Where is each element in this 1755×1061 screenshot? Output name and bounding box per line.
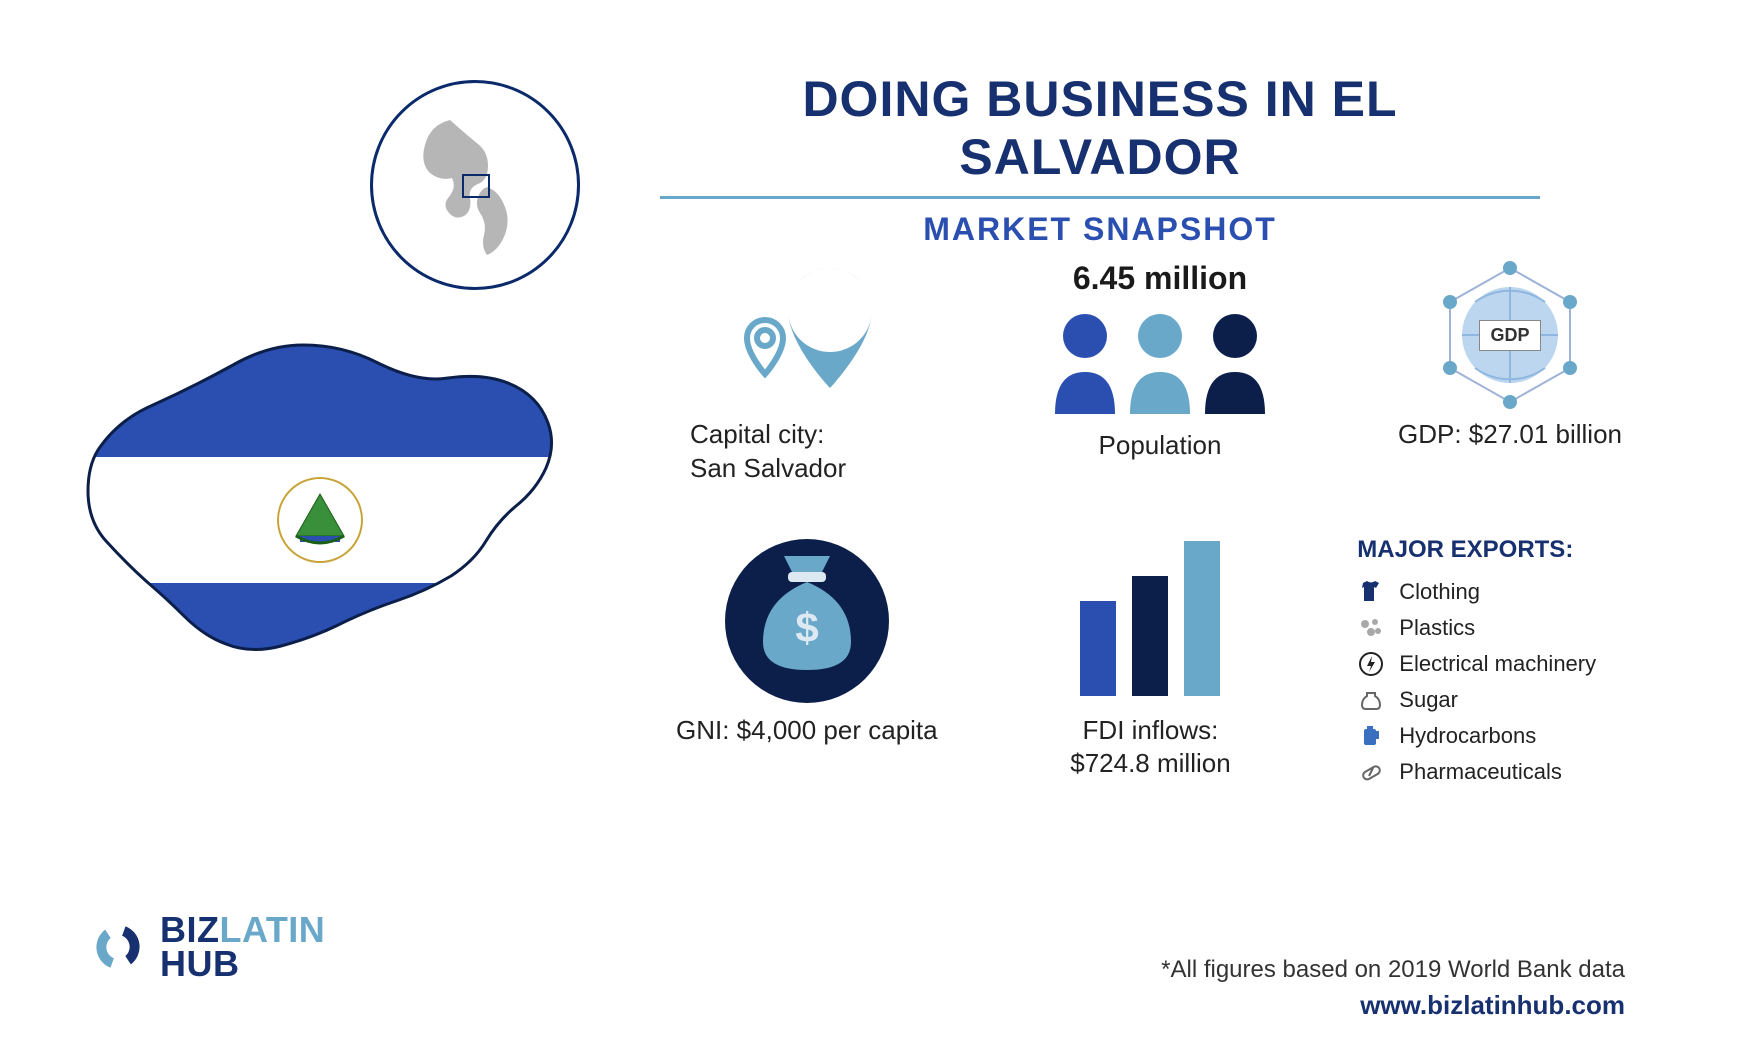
- map-pin-icon: [725, 260, 895, 410]
- pharma-icon: [1357, 758, 1385, 786]
- gni-label: GNI: $4,000 per capita: [676, 714, 938, 748]
- gdp-icon: GDP: [1435, 260, 1585, 410]
- fdi-label-text: FDI inflows:: [1083, 715, 1219, 745]
- infographic-page: DOING BUSINESS IN EL SALVADOR MARKET SNA…: [0, 0, 1755, 1061]
- logo-hub: HUB: [160, 943, 240, 984]
- footnote: *All figures based on 2019 World Bank da…: [1161, 956, 1625, 984]
- capital-label: Capital city: San Salvador: [690, 418, 846, 486]
- stat-exports: MAJOR EXPORTS: Clothing Plastics: [1357, 536, 1670, 794]
- stats-row-2: $ GNI: $4,000 per capita FDI inflows: $7…: [670, 536, 1670, 794]
- stat-gdp: GDP GDP: $27.01 billion: [1370, 260, 1650, 486]
- export-item: Hydrocarbons: [1357, 722, 1670, 750]
- people-icon: [1045, 306, 1275, 416]
- export-label: Electrical machinery: [1399, 651, 1596, 677]
- stat-fdi: FDI inflows: $724.8 million: [1014, 536, 1288, 794]
- export-item: Electrical machinery: [1357, 650, 1670, 678]
- export-label: Clothing: [1399, 579, 1480, 605]
- page-subtitle: MARKET SNAPSHOT: [660, 211, 1540, 248]
- source-url: www.bizlatinhub.com: [1161, 990, 1625, 1021]
- bar-3: [1184, 541, 1220, 696]
- fdi-value: $724.8 million: [1070, 748, 1230, 778]
- stat-gni: $ GNI: $4,000 per capita: [670, 536, 944, 794]
- bar-2: [1132, 576, 1168, 696]
- title-block: DOING BUSINESS IN EL SALVADOR MARKET SNA…: [660, 70, 1540, 248]
- logo: BIZLATIN HUB: [90, 913, 325, 981]
- hydrocarbons-icon: [1357, 722, 1385, 750]
- americas-icon: [395, 105, 555, 265]
- export-label: Plastics: [1399, 615, 1475, 641]
- footer-block: *All figures based on 2019 World Bank da…: [1161, 956, 1625, 1021]
- shirt-icon: [1357, 578, 1385, 606]
- globe-inset-icon: [370, 80, 580, 290]
- gdp-badge: GDP: [1479, 320, 1540, 351]
- population-label: Population: [1099, 429, 1222, 463]
- country-map-icon: [80, 330, 560, 710]
- exports-title: MAJOR EXPORTS:: [1357, 536, 1670, 564]
- title-underline: [660, 196, 1540, 199]
- fdi-label: FDI inflows: $724.8 million: [1070, 714, 1230, 782]
- capital-label-text: Capital city:: [690, 419, 824, 449]
- electrical-icon: [1357, 650, 1385, 678]
- money-bag-icon: $: [722, 536, 892, 706]
- export-label: Pharmaceuticals: [1399, 759, 1562, 785]
- export-item: Pharmaceuticals: [1357, 758, 1670, 786]
- svg-text:$: $: [795, 604, 818, 651]
- bar-chart-icon: [1080, 546, 1220, 696]
- bar-1: [1080, 601, 1116, 696]
- capital-value: San Salvador: [690, 453, 846, 483]
- export-label: Sugar: [1399, 687, 1458, 713]
- stat-capital: Capital city: San Salvador: [670, 260, 950, 486]
- plastics-icon: [1357, 614, 1385, 642]
- logo-text: BIZLATIN HUB: [160, 913, 325, 981]
- logo-icon: [90, 919, 146, 975]
- export-item: Clothing: [1357, 578, 1670, 606]
- export-item: Sugar: [1357, 686, 1670, 714]
- sugar-icon: [1357, 686, 1385, 714]
- exports-list: Clothing Plastics Electrical machinery: [1357, 578, 1670, 786]
- page-title: DOING BUSINESS IN EL SALVADOR: [660, 70, 1540, 186]
- stats-row-1: Capital city: San Salvador 6.45 million: [670, 260, 1670, 486]
- stats-grid: Capital city: San Salvador 6.45 million: [670, 260, 1670, 844]
- stat-population: 6.45 million Population: [1020, 260, 1300, 486]
- export-label: Hydrocarbons: [1399, 723, 1536, 749]
- export-item: Plastics: [1357, 614, 1670, 642]
- gdp-label: GDP: $27.01 billion: [1398, 418, 1622, 452]
- population-value: 6.45 million: [1073, 260, 1247, 297]
